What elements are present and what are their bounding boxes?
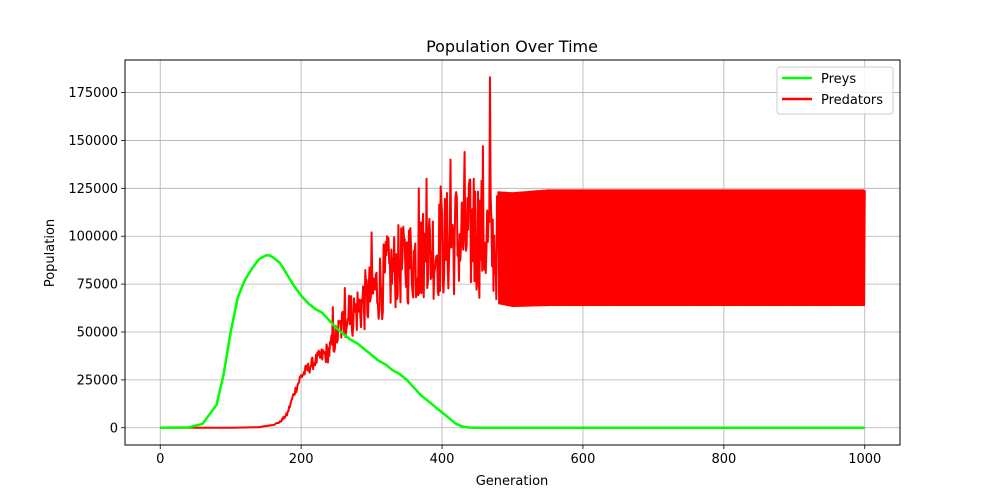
y-tick-label: 100000: [68, 230, 118, 245]
series-preys-line: [160, 254, 865, 430]
y-axis-label: Population: [43, 219, 58, 287]
plot-frame: [124, 59, 901, 446]
y-tick-label: 150000: [68, 134, 118, 149]
series-layer: [159, 76, 866, 430]
x-tick-label: 0: [156, 452, 164, 467]
x-axis-label: Generation: [476, 474, 549, 489]
legend-label-preys: Preys: [821, 72, 856, 87]
chart-title: Population Over Time: [426, 37, 598, 56]
legend: Preys Predators: [776, 66, 894, 115]
y-axis: 0 25000 50000 75000 100000 125000 150000 175000: [68, 86, 125, 436]
y-tick-label: 50000: [77, 325, 118, 340]
y-tick-label: 0: [110, 421, 118, 436]
y-tick-label: 175000: [68, 86, 118, 101]
y-tick-label: 125000: [68, 182, 118, 197]
x-tick-label: 1000: [848, 452, 881, 467]
y-tick-label: 25000: [77, 373, 118, 388]
x-tick-label: 600: [571, 452, 596, 467]
legend-label-predators: Predators: [821, 93, 883, 108]
x-tick-label: 800: [711, 452, 736, 467]
x-tick-label: 400: [430, 452, 455, 467]
x-axis: 0 200 400 600 800 1000: [156, 445, 881, 467]
y-tick-label: 75000: [77, 278, 118, 293]
series-predators-line: [159, 76, 866, 429]
x-tick-label: 200: [289, 452, 314, 467]
